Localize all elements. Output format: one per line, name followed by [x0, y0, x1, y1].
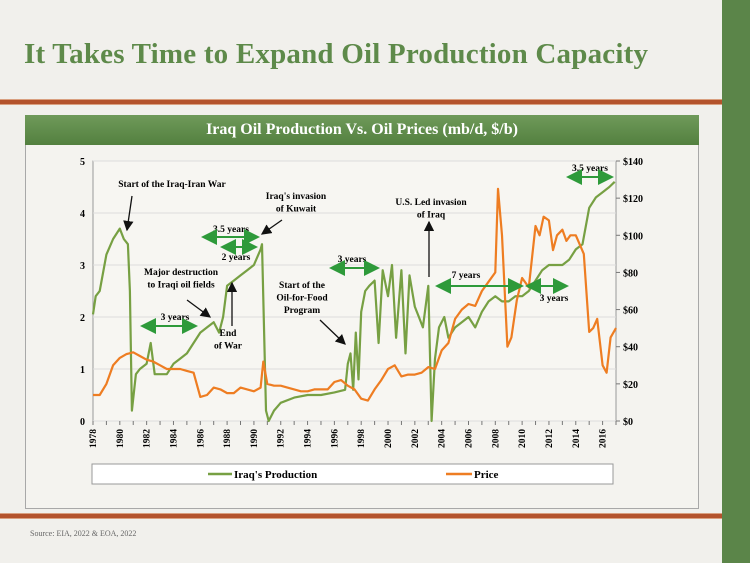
y-left-tick-label: 0 [80, 417, 85, 428]
y-right-tick-label: $140 [623, 157, 643, 168]
x-tick-label: 2006 [464, 429, 474, 448]
x-tick-label: 1978 [89, 429, 99, 448]
annotation-arrow [186, 299, 212, 318]
x-tick-label: 2016 [599, 429, 609, 448]
annotation-label: Program [284, 306, 320, 316]
accent-sidebar [722, 0, 750, 563]
annotation-label: 3.5 years [572, 164, 608, 174]
y-right-tick-label: $0 [623, 417, 633, 428]
annotation-label: Major destruction [144, 268, 219, 278]
annotation-label: 3 years [540, 294, 569, 304]
x-tick-label: 1992 [277, 429, 287, 448]
x-tick-label: 2000 [384, 429, 394, 448]
x-tick-label: 1982 [143, 429, 153, 448]
annotation-label: 7 years [452, 271, 481, 281]
x-tick-label: 1994 [304, 429, 314, 448]
x-tick-label: 1986 [196, 429, 206, 448]
x-tick-label: 1988 [223, 429, 233, 448]
annotation-arrow [319, 319, 346, 345]
x-tick-label: 2002 [411, 429, 421, 448]
x-tick-label: 2004 [438, 429, 448, 448]
annotation-label: End [220, 329, 238, 339]
x-tick-label: 1980 [116, 429, 126, 448]
annotation-label: 3 years [161, 313, 190, 323]
x-tick-label: 2008 [491, 429, 501, 448]
y-left-tick-label: 5 [80, 157, 85, 168]
annotation-arrow [123, 195, 134, 232]
y-right-tick-label: $100 [623, 231, 643, 242]
x-tick-label: 1984 [169, 429, 179, 448]
y-right-tick-label: $60 [623, 306, 638, 317]
annotation-arrow [260, 219, 283, 235]
top-divider [0, 99, 722, 105]
y-right-tick-label: $20 [623, 380, 638, 391]
annotation-label: Oil-for-Food [276, 294, 328, 304]
annotation-label: to Iraqi oil fields [147, 281, 215, 291]
price-line [93, 187, 617, 402]
annotation-label: 3 years [338, 255, 367, 265]
x-tick-label: 1990 [250, 429, 260, 448]
y-right-tick-label: $40 [623, 343, 638, 354]
source-note: Source: EIA, 2022 & EOA, 2022 [30, 529, 137, 538]
x-tick-label: 1996 [330, 429, 340, 448]
x-tick-label: 2012 [545, 429, 555, 448]
annotation-label: of Iraq [417, 211, 446, 221]
legend-label-price: Price [474, 469, 499, 481]
annotation-label: of War [214, 342, 243, 352]
x-tick-label: 2010 [518, 429, 528, 448]
production-line [91, 181, 616, 423]
chart-header: Iraq Oil Production Vs. Oil Prices (mb/d… [25, 115, 699, 145]
annotation-label: Start of the [279, 281, 325, 291]
y-left-tick-label: 4 [80, 209, 85, 220]
y-left-tick-label: 2 [80, 313, 85, 324]
y-right-tick-label: $80 [623, 268, 638, 279]
x-tick-label: 2014 [572, 429, 582, 448]
bottom-divider [0, 513, 722, 519]
annotation-label: 3.5 years [213, 225, 249, 235]
x-tick-label: 1998 [357, 429, 367, 448]
slide-title: It Takes Time to Expand Oil Production C… [24, 38, 649, 70]
y-right-tick-label: $120 [623, 194, 643, 205]
legend-box [91, 463, 614, 485]
y-left-tick-label: 1 [80, 365, 85, 376]
annotation-label: of Kuwait [276, 205, 317, 215]
annotation-label: Start of the Iraq-Iran War [118, 180, 226, 190]
legend-label-production: Iraq's Production [234, 469, 317, 481]
annotation-label: U.S. Led invasion [395, 198, 467, 208]
annotation-label: Iraq's invasion [266, 192, 327, 202]
y-left-tick-label: 3 [80, 261, 85, 272]
annotation-label: 2 years [222, 253, 251, 263]
